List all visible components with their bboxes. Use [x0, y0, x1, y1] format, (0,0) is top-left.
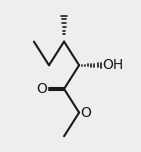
Text: O: O	[80, 106, 91, 120]
Text: OH: OH	[102, 58, 123, 72]
Text: O: O	[36, 82, 47, 96]
